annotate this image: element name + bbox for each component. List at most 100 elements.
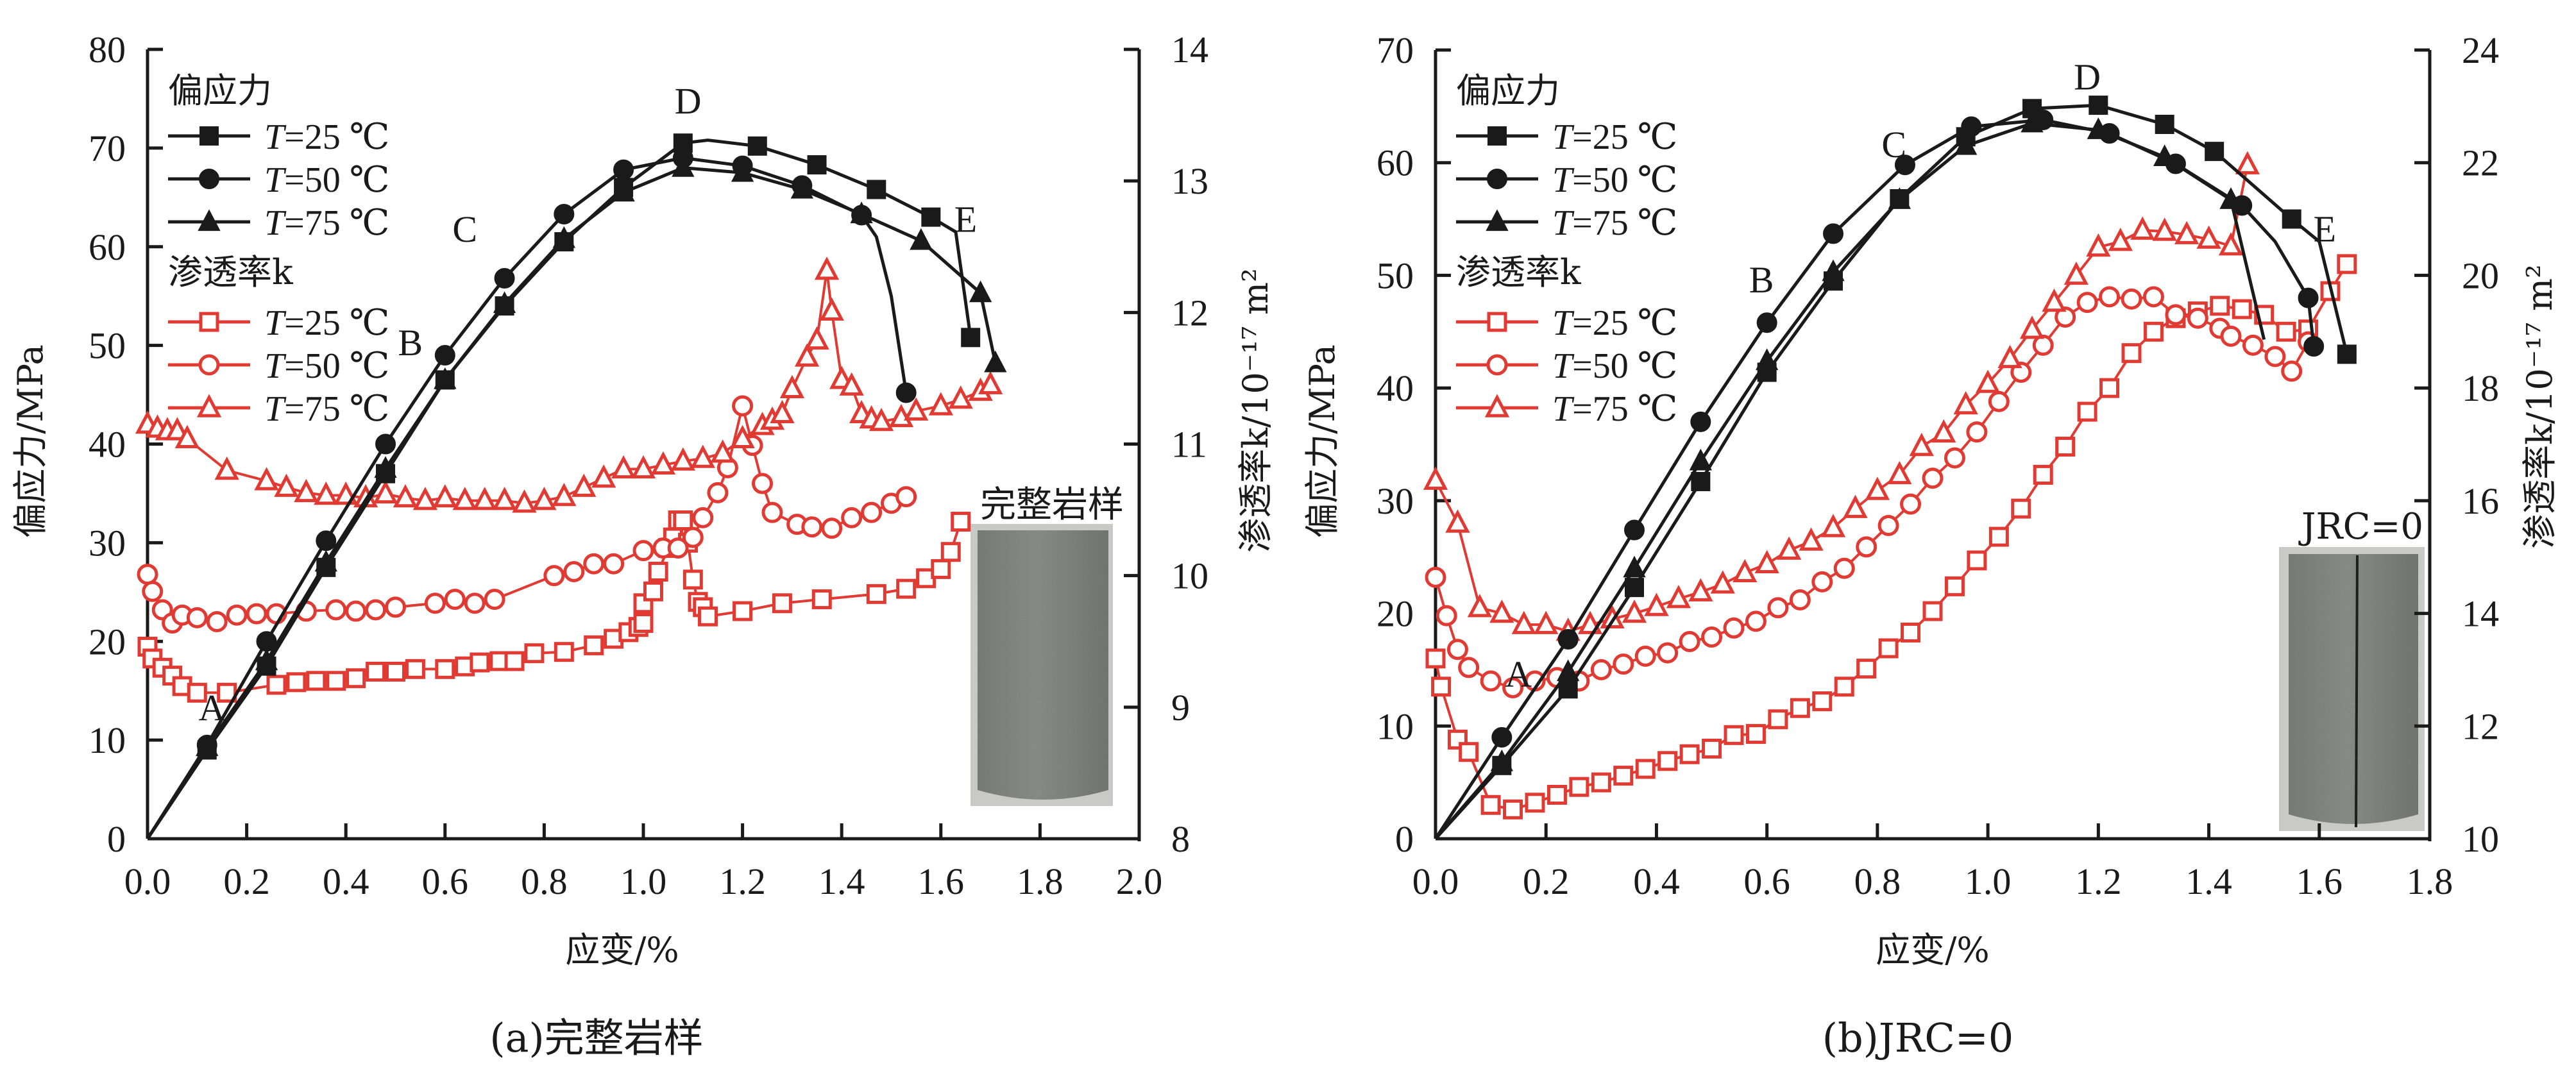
perm-point — [472, 487, 497, 510]
perm-point — [1966, 421, 1988, 443]
stress-point — [1624, 519, 1645, 541]
perm-point — [1657, 642, 1679, 664]
x-tick-label: 0.8 — [521, 861, 568, 902]
perm-point — [554, 642, 574, 662]
perm-point — [1569, 777, 1589, 797]
perm-point — [752, 473, 774, 494]
triangle-marker-icon — [1486, 209, 1509, 231]
y-tick-label: 60 — [89, 226, 126, 268]
perm-point — [2019, 315, 2045, 339]
perm-point — [386, 661, 405, 682]
perm-point — [821, 517, 843, 539]
perm-point — [2121, 288, 2142, 310]
stress-line — [1434, 103, 2349, 840]
inset-label-intact: 完整岩样 — [980, 484, 1124, 526]
stress-point — [612, 180, 635, 202]
perm-legend-entry-2: T=75 ℃ — [168, 389, 389, 429]
stress-point — [374, 456, 397, 478]
perm-point — [2235, 151, 2260, 174]
perm-point — [978, 371, 1003, 394]
perm-point — [1967, 550, 1987, 571]
perm-point — [1480, 670, 1502, 692]
perm-point — [1635, 759, 1656, 779]
stress-point — [434, 345, 455, 366]
inset-label-jrc: JRC=0 — [2298, 506, 2423, 548]
y-axis-title-a: 偏应力/MPa — [10, 344, 51, 538]
perm-point — [1511, 610, 1536, 634]
perm-point — [1789, 589, 1811, 610]
perm-point — [365, 599, 387, 621]
perm-point — [470, 652, 490, 673]
y2-tick-label: 10 — [1171, 555, 1208, 597]
perm-point — [633, 613, 654, 634]
stage-label-e: E — [954, 199, 977, 240]
perm-point — [274, 473, 299, 497]
perm-point — [464, 593, 486, 614]
stress-point — [2087, 117, 2110, 139]
y2-tick-label: 22 — [2462, 142, 2499, 184]
perm-point — [1502, 677, 1524, 699]
perm-point — [1856, 536, 1877, 558]
perm-point — [1710, 570, 1735, 594]
stress-point — [2219, 187, 2242, 209]
perm-point — [2264, 346, 2286, 367]
stress-point — [552, 226, 575, 248]
y2-tick-label: 20 — [2462, 255, 2499, 296]
perm-point — [524, 643, 545, 664]
stress-point — [921, 207, 941, 227]
caption-b: (b)JRC=0 — [1822, 1014, 2013, 1061]
x-tick-label: 0.0 — [1412, 861, 1459, 902]
triangle-marker-icon — [198, 209, 221, 231]
perm-point — [452, 487, 477, 510]
perm-series-1 — [1425, 286, 2319, 699]
stress-point — [895, 382, 917, 403]
stage-label-a: A — [1505, 653, 1532, 695]
x-tick-label: 1.8 — [1017, 861, 1063, 902]
x-tick-label: 1.2 — [719, 861, 766, 902]
perm-point — [1591, 772, 1611, 793]
perm-point — [1901, 622, 1921, 643]
perm-point — [2196, 225, 2221, 249]
perm-point — [1679, 744, 1700, 764]
perm-point — [690, 444, 715, 468]
y2-tick-label: 12 — [2462, 705, 2499, 747]
perm-point — [294, 478, 319, 503]
legend-label: T=75 ℃ — [264, 389, 389, 429]
perm-point — [266, 675, 287, 695]
stress-line — [1434, 118, 2316, 840]
stress-point — [1557, 659, 1580, 682]
perm-point — [552, 482, 577, 507]
stress-point — [807, 155, 827, 175]
perm-point — [1745, 610, 1767, 632]
x-tick-label: 1.6 — [918, 861, 965, 902]
y2-tick-label: 10 — [2462, 818, 2499, 860]
perm-point — [2121, 343, 2142, 364]
perm-point — [1723, 617, 1745, 639]
stress-point — [2089, 96, 2108, 115]
perm-point — [1944, 447, 1965, 469]
y-tick-label: 30 — [1377, 480, 1414, 522]
perm-point — [869, 408, 894, 432]
stress-point — [1691, 471, 1711, 491]
x-tick-label: 0.4 — [323, 861, 369, 902]
perm-point — [1724, 725, 1744, 745]
stress-point — [196, 734, 219, 757]
stress-point — [961, 328, 981, 348]
stress-point — [673, 133, 693, 153]
y-tick-label: 60 — [1377, 142, 1414, 184]
series-a — [135, 133, 1007, 840]
perm-point — [1768, 709, 1788, 730]
perm-point — [1613, 766, 1634, 786]
x-tick-label: 1.0 — [620, 861, 667, 902]
x-tick-label: 0.2 — [223, 861, 270, 902]
series-b — [1423, 96, 2357, 840]
perm-line — [146, 405, 907, 625]
legend-label: T=50 ℃ — [1552, 346, 1677, 386]
perm-point — [2055, 437, 2076, 457]
perm-point — [682, 569, 703, 590]
perm-point — [591, 464, 616, 488]
square-marker-icon — [199, 312, 219, 332]
point-labels-a: A B C D E — [199, 80, 978, 728]
y-tick-label: 80 — [89, 29, 126, 71]
